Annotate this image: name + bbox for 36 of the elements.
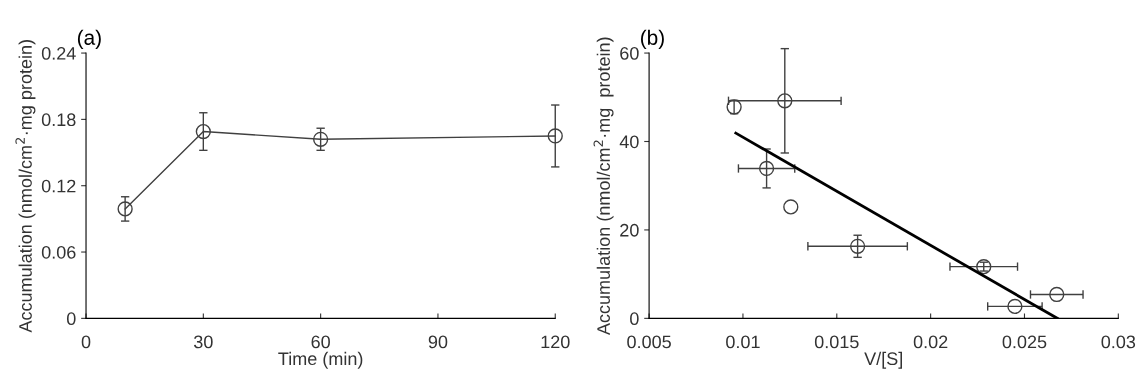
point (312, 131, 329, 147)
x-tick-label: 120 (541, 335, 570, 349)
point (758, 160, 775, 177)
y-tick-label: 0.18 (41, 113, 76, 127)
chart-title: (a) (77, 29, 101, 50)
x-tick-label: 0.01 (726, 335, 760, 349)
y-tick-label: 0 (66, 312, 76, 326)
y-tick-label: 0 (630, 312, 639, 326)
x-tick-label: 0.015 (814, 335, 859, 349)
y-tick-label: 0.06 (41, 245, 76, 259)
point (783, 199, 799, 215)
x-tick-label: 0.02 (913, 335, 948, 349)
point (777, 93, 793, 109)
x-tick-label: 0.03 (1101, 335, 1136, 349)
x-tick-label: 60 (311, 335, 330, 349)
y-axis-title: Accumulation (nmol/cm$^{2}$·mg protein) (593, 37, 614, 336)
y-tick-label: 0.24 (41, 46, 76, 60)
x-tick-label: 0.005 (627, 335, 671, 349)
point (849, 238, 866, 254)
point (195, 123, 211, 140)
y-tick-label: 20 (620, 223, 639, 237)
chart-title: (b) (641, 29, 664, 50)
y-tick-label: 0.12 (41, 179, 76, 193)
x-axis-title: V/[S] (864, 351, 902, 369)
x-tick-label: 0 (81, 335, 91, 349)
x-tick-label: 0.025 (1002, 335, 1047, 349)
point (1007, 298, 1023, 315)
point (547, 128, 563, 144)
point (1049, 286, 1065, 303)
y-tick-label: 60 (620, 46, 639, 60)
point (117, 201, 133, 217)
y-axis-title: Accumulation (nmol/cm$^{2}$·mg protein) (15, 40, 36, 333)
y-tick-label: 40 (619, 135, 639, 149)
x-tick-label: 90 (428, 335, 448, 349)
x-tick-label: 30 (193, 335, 213, 349)
x-axis-title: Time (min) (278, 351, 363, 369)
